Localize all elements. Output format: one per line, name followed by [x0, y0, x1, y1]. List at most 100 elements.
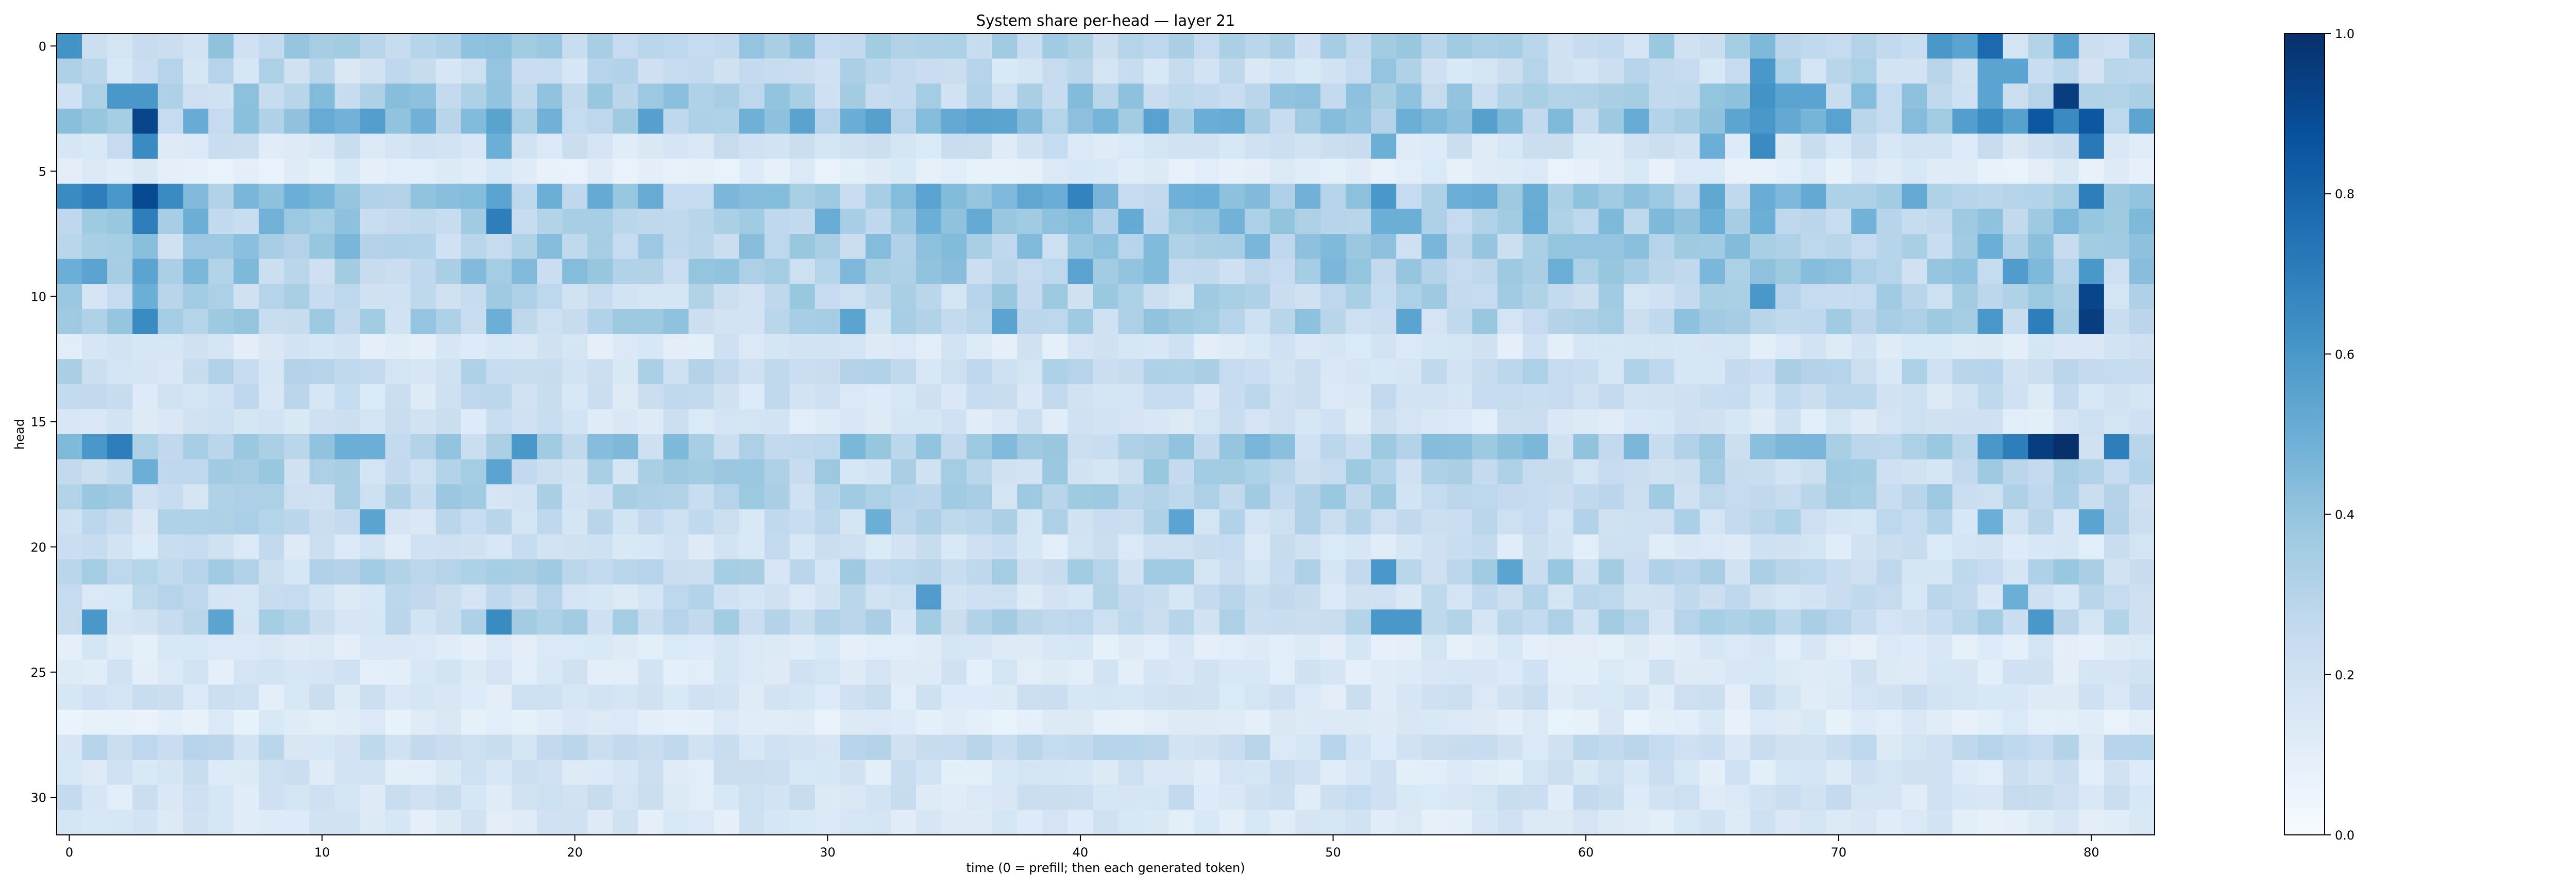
heatmap-cell [1269, 284, 1296, 310]
heatmap-cell [992, 684, 1018, 710]
heatmap-cell [714, 434, 740, 460]
heatmap-cell [1093, 259, 1119, 284]
heatmap-cell [1067, 209, 1094, 234]
heatmap-cell [158, 83, 183, 109]
heatmap-cell [1649, 58, 1675, 84]
heatmap-cell [941, 234, 967, 260]
heatmap-cell [233, 635, 260, 660]
heatmap-cell [2104, 409, 2130, 435]
heatmap-cell [1371, 659, 1397, 685]
heatmap-cell [967, 459, 992, 485]
heatmap-cell [486, 584, 512, 610]
heatmap-cell [309, 159, 335, 184]
x-tick-label: 40 [1073, 845, 1089, 860]
heatmap-cell [183, 309, 209, 335]
heatmap-cell [1851, 534, 1877, 560]
heatmap-cell [890, 659, 917, 685]
heatmap-cell [815, 534, 841, 560]
heatmap-cell [1168, 509, 1195, 535]
heatmap-cell [410, 609, 436, 635]
heatmap-cell [638, 534, 664, 560]
heatmap-cell [259, 133, 285, 159]
heatmap-cell [587, 709, 613, 735]
heatmap-cell [1143, 259, 1170, 284]
heatmap-cell [259, 83, 285, 109]
heatmap-cell [1801, 309, 1826, 335]
heatmap-cell [1699, 484, 1725, 510]
heatmap-cell [1902, 659, 1928, 685]
heatmap-cell [284, 159, 310, 184]
heatmap-cell [2003, 609, 2029, 635]
heatmap-cell [1977, 584, 2004, 610]
heatmap-cell [1194, 559, 1220, 585]
heatmap-cell [764, 484, 790, 510]
heatmap-cell [1396, 108, 1422, 134]
heatmap-cell [259, 359, 285, 385]
heatmap-cell [158, 760, 183, 785]
heatmap-cell [992, 359, 1018, 385]
heatmap-cell [233, 559, 260, 585]
heatmap-cell [461, 784, 487, 810]
heatmap-cell [1522, 159, 1549, 184]
heatmap-cell [1649, 534, 1675, 560]
heatmap-cell [107, 384, 133, 409]
heatmap-cell [1573, 659, 1599, 685]
heatmap-cell [992, 234, 1018, 260]
heatmap-cell [1750, 183, 1776, 209]
heatmap-cell [1927, 584, 1953, 610]
heatmap-cell [562, 209, 588, 234]
heatmap-cell [2053, 384, 2079, 409]
heatmap-cell [1750, 209, 1776, 234]
heatmap-cell [613, 434, 638, 460]
heatmap-cell [1724, 309, 1751, 335]
heatmap-cell [1447, 334, 1472, 360]
heatmap-cell [2028, 784, 2054, 810]
heatmap-cell [1295, 409, 1321, 435]
heatmap-cell [1699, 384, 1725, 409]
heatmap-cell [107, 534, 133, 560]
heatmap-cell [562, 684, 588, 710]
heatmap-cell [284, 409, 310, 435]
heatmap-cell [1927, 58, 1953, 84]
heatmap-cell [1851, 810, 1877, 835]
heatmap-cell [233, 784, 260, 810]
heatmap-cell [1674, 234, 1700, 260]
heatmap-cell [1371, 133, 1397, 159]
heatmap-cell [284, 133, 310, 159]
heatmap-cell [1826, 709, 1852, 735]
heatmap-cell [486, 684, 512, 710]
heatmap-cell [916, 659, 942, 685]
heatmap-cell [1724, 159, 1751, 184]
heatmap-cell [916, 209, 942, 234]
heatmap-cell [967, 33, 992, 59]
heatmap-cell [1801, 234, 1826, 260]
heatmap-cell [1295, 584, 1321, 610]
heatmap-cell [1826, 760, 1852, 785]
heatmap-cell [1876, 709, 1902, 735]
heatmap-cell [916, 234, 942, 260]
heatmap-cell [486, 334, 512, 360]
heatmap-cell [1649, 734, 1675, 760]
heatmap-cell [1042, 209, 1069, 234]
heatmap-cell [334, 234, 361, 260]
heatmap-cell [2003, 33, 2029, 59]
heatmap-cell [865, 434, 891, 460]
heatmap-cell [764, 635, 790, 660]
heatmap-cell [158, 509, 183, 535]
heatmap-cell [562, 760, 588, 785]
heatmap-cell [1194, 434, 1220, 460]
heatmap-cell [2028, 309, 2054, 335]
heatmap-cell [1801, 183, 1826, 209]
heatmap-cell [1396, 284, 1422, 310]
heatmap-cell [1902, 810, 1928, 835]
heatmap-cell [587, 434, 613, 460]
heatmap-cell [1902, 159, 1928, 184]
heatmap-cell [1421, 484, 1447, 510]
heatmap-cell [1851, 209, 1877, 234]
heatmap-cell [2028, 635, 2054, 660]
heatmap-cell [2028, 459, 2054, 485]
heatmap-cell [1042, 659, 1069, 685]
heatmap-cell [1674, 709, 1700, 735]
heatmap-cell [82, 384, 108, 409]
heatmap-cell [461, 384, 487, 409]
